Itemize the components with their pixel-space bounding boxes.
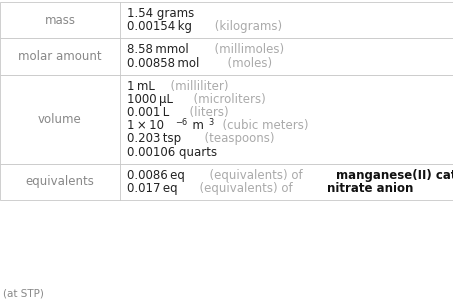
Text: (equivalents) of: (equivalents) of: [193, 182, 297, 195]
Text: mass: mass: [44, 14, 76, 27]
Text: 1000 μL: 1000 μL: [127, 93, 173, 106]
Text: nitrate anion: nitrate anion: [327, 182, 414, 195]
Text: (moles): (moles): [221, 57, 273, 70]
Text: (milliliter): (milliliter): [163, 80, 228, 93]
Text: (equivalents) of: (equivalents) of: [202, 169, 306, 182]
Text: −6: −6: [175, 118, 187, 127]
Text: 1.54 grams: 1.54 grams: [127, 7, 194, 20]
Bar: [0, 38, 453, 75]
Text: volume: volume: [38, 113, 82, 126]
Text: (at STP): (at STP): [3, 289, 44, 299]
Text: 8.58 mmol: 8.58 mmol: [127, 43, 189, 56]
Text: (kilograms): (kilograms): [211, 20, 282, 33]
Text: equivalents: equivalents: [25, 175, 95, 188]
Text: 0.0086 eq: 0.0086 eq: [127, 169, 185, 182]
Text: molar amount: molar amount: [18, 50, 102, 63]
Text: 1 mL: 1 mL: [127, 80, 155, 93]
Text: (millimoles): (millimoles): [207, 43, 284, 56]
Text: 0.00106 quarts: 0.00106 quarts: [127, 146, 217, 159]
Text: 3: 3: [208, 118, 213, 127]
Text: (liters): (liters): [182, 106, 228, 119]
Text: (microliters): (microliters): [186, 93, 266, 106]
Text: 0.00154 kg: 0.00154 kg: [127, 20, 192, 33]
Text: m: m: [190, 119, 204, 132]
Bar: [0, 164, 453, 200]
Text: (teaspoons): (teaspoons): [197, 132, 275, 145]
Text: 0.00858 mol: 0.00858 mol: [127, 57, 199, 70]
Bar: [0, 75, 453, 164]
Text: 1 × 10: 1 × 10: [127, 119, 164, 132]
Bar: [0, 2, 453, 38]
Text: (cubic meters): (cubic meters): [215, 119, 308, 132]
Text: 0.017 eq: 0.017 eq: [127, 182, 178, 195]
Text: manganese(II) cation: manganese(II) cation: [337, 169, 453, 182]
Text: 0.001 L: 0.001 L: [127, 106, 169, 119]
Text: 0.203 tsp: 0.203 tsp: [127, 132, 181, 145]
